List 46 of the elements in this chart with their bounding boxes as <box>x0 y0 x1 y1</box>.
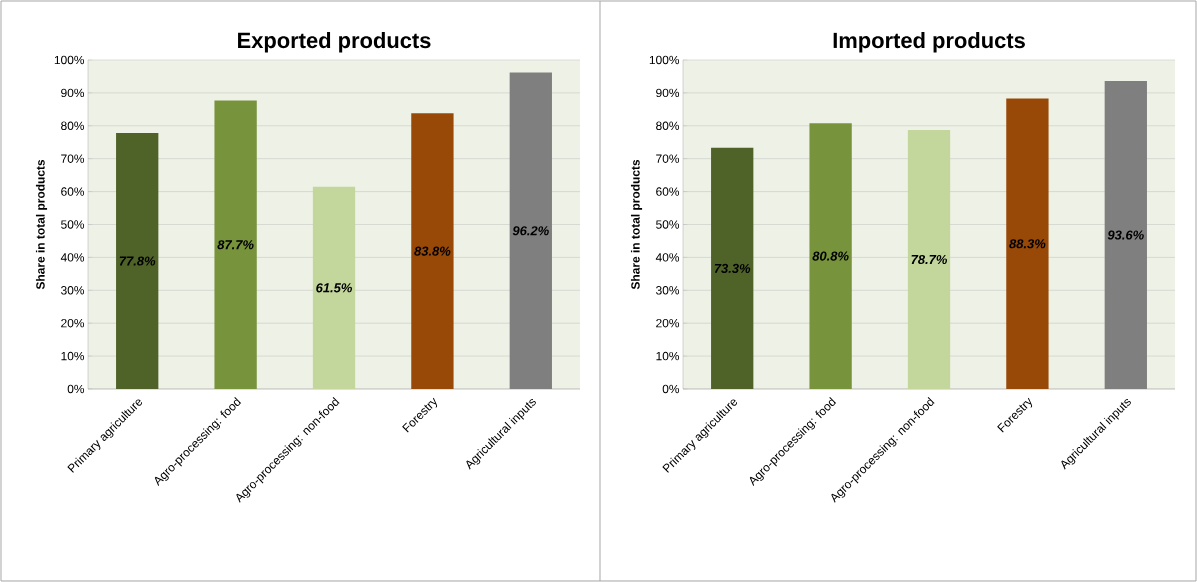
bar <box>711 147 754 389</box>
data-label: 80.8% <box>812 251 849 261</box>
bar <box>312 186 356 389</box>
y-tick-label: 30% <box>656 286 680 295</box>
bar <box>509 72 552 389</box>
y-tick-label: 70% <box>656 154 680 163</box>
y-tick-label: 40% <box>655 253 680 262</box>
y-tick-label: 80% <box>656 121 680 131</box>
y-tick-label: 0% <box>662 384 680 394</box>
chart-title: Imported products <box>833 32 1025 53</box>
data-label: 83.8% <box>414 246 451 256</box>
y-tick-label: 30% <box>61 286 85 295</box>
data-label: 87.7% <box>217 240 254 250</box>
y-axis-title: Share in total products <box>35 159 48 290</box>
y-tick-label: 40% <box>60 253 85 262</box>
bar <box>411 113 454 389</box>
y-tick-label: 100% <box>54 55 85 65</box>
y-tick-label: 80% <box>61 121 85 131</box>
chart-title: Exported products <box>238 32 431 53</box>
y-tick-label: 60% <box>61 187 85 196</box>
data-label: 96.2% <box>512 226 549 236</box>
y-tick-label: 90% <box>61 88 85 98</box>
data-label: 73.3% <box>714 263 751 273</box>
bar <box>907 130 951 389</box>
y-tick-label: 10% <box>656 351 680 361</box>
y-tick-label: 10% <box>61 351 85 361</box>
y-tick-label: 50% <box>656 220 680 229</box>
bar <box>1104 81 1147 389</box>
bar <box>809 123 852 389</box>
y-tick-label: 70% <box>61 154 85 163</box>
bar <box>1006 98 1049 389</box>
data-label: 61.5% <box>316 283 353 293</box>
data-label: 77.8% <box>119 256 156 266</box>
bar <box>116 133 159 389</box>
y-tick-label: 100% <box>649 55 680 65</box>
y-tick-label: 20% <box>656 318 680 328</box>
data-label: 93.6% <box>1107 230 1144 240</box>
y-tick-label: 90% <box>656 88 680 98</box>
y-tick-label: 0% <box>67 384 85 394</box>
data-label: 88.3% <box>1009 239 1046 249</box>
data-label: 78.7% <box>911 254 948 265</box>
y-tick-label: 60% <box>656 187 680 196</box>
y-axis-title: Share in total products <box>630 159 643 290</box>
bar <box>214 100 257 389</box>
y-tick-label: 20% <box>61 318 85 328</box>
y-tick-label: 50% <box>61 220 85 229</box>
